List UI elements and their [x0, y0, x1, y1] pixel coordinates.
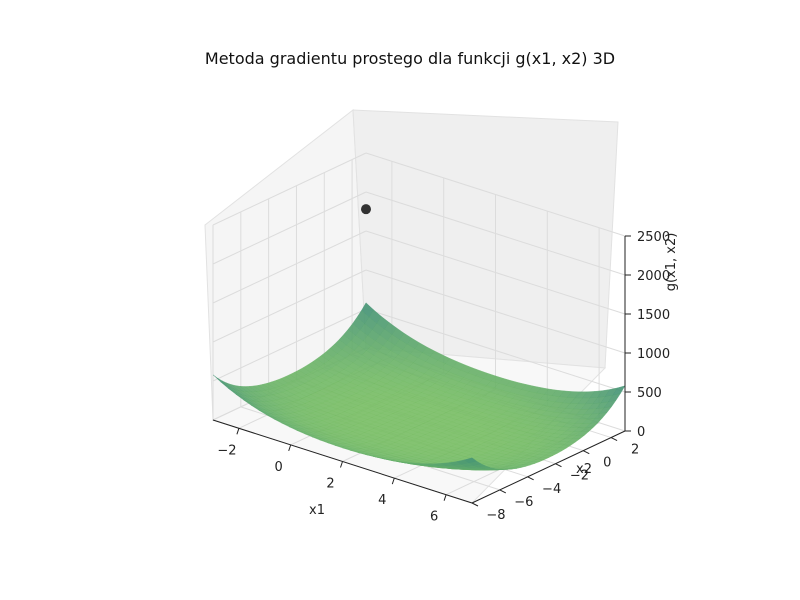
z-tick-label: 0	[637, 425, 645, 440]
y-tick-label: 0	[603, 456, 611, 471]
y-tick-label: −4	[542, 482, 561, 497]
x-tick-mark	[340, 461, 343, 468]
z-tick-label: 500	[637, 386, 662, 401]
gridline-z	[365, 269, 626, 354]
y-axis-line	[471, 430, 626, 504]
chart-title: Metoda gradientu prostego dla funkcji g(…	[205, 49, 615, 68]
gridline-z	[365, 191, 626, 276]
surface-facet	[463, 457, 477, 464]
y-tick-mark	[555, 463, 562, 468]
z-tick-label: 1000	[637, 347, 670, 362]
y-tick-label: 2	[631, 443, 639, 458]
gridline-z	[212, 230, 367, 304]
z-tick-label: 2500	[637, 230, 670, 245]
x-tick-label: −2	[217, 443, 236, 458]
gridline-z	[212, 269, 367, 343]
gridline-z	[212, 308, 367, 382]
x-tick-label: 0	[275, 460, 283, 475]
x-tick-label: 6	[430, 510, 438, 525]
x-axis-label: x1	[309, 503, 325, 518]
x-tick-label: 2	[326, 477, 334, 492]
gridline-z	[365, 308, 626, 393]
y-tick-label: −6	[514, 495, 533, 510]
y-tick-mark	[471, 502, 479, 507]
y-tick-label: −2	[570, 469, 589, 484]
y-tick-mark	[583, 450, 590, 455]
gridline-z	[365, 152, 626, 237]
y-tick-mark	[527, 476, 534, 481]
z-tick-label: 1500	[637, 308, 670, 323]
x-tick-mark	[288, 444, 292, 452]
z-tick-label: 2000	[637, 269, 670, 284]
z-axis-label: g(x1, x2)	[664, 233, 679, 292]
y-tick-label: −8	[486, 508, 505, 523]
gridline-z	[365, 230, 626, 315]
gridline-z	[212, 191, 367, 265]
y-tick-mark	[610, 437, 618, 441]
tick-labels: −2 0 2 4 6 −8 −6 −4 −2 0 2 0 500 1000 1500 2000 2500	[217, 230, 670, 525]
surface-plot	[212, 302, 626, 471]
gradient-point-marker	[361, 204, 371, 215]
gridline-z	[212, 152, 367, 226]
y-tick-mark	[499, 489, 507, 494]
x-tick-mark	[236, 428, 240, 435]
x-tick-mark	[391, 477, 395, 485]
x-tick-label: 4	[378, 493, 386, 508]
y-axis-label: x2	[576, 462, 592, 477]
x-tick-mark	[443, 494, 447, 501]
